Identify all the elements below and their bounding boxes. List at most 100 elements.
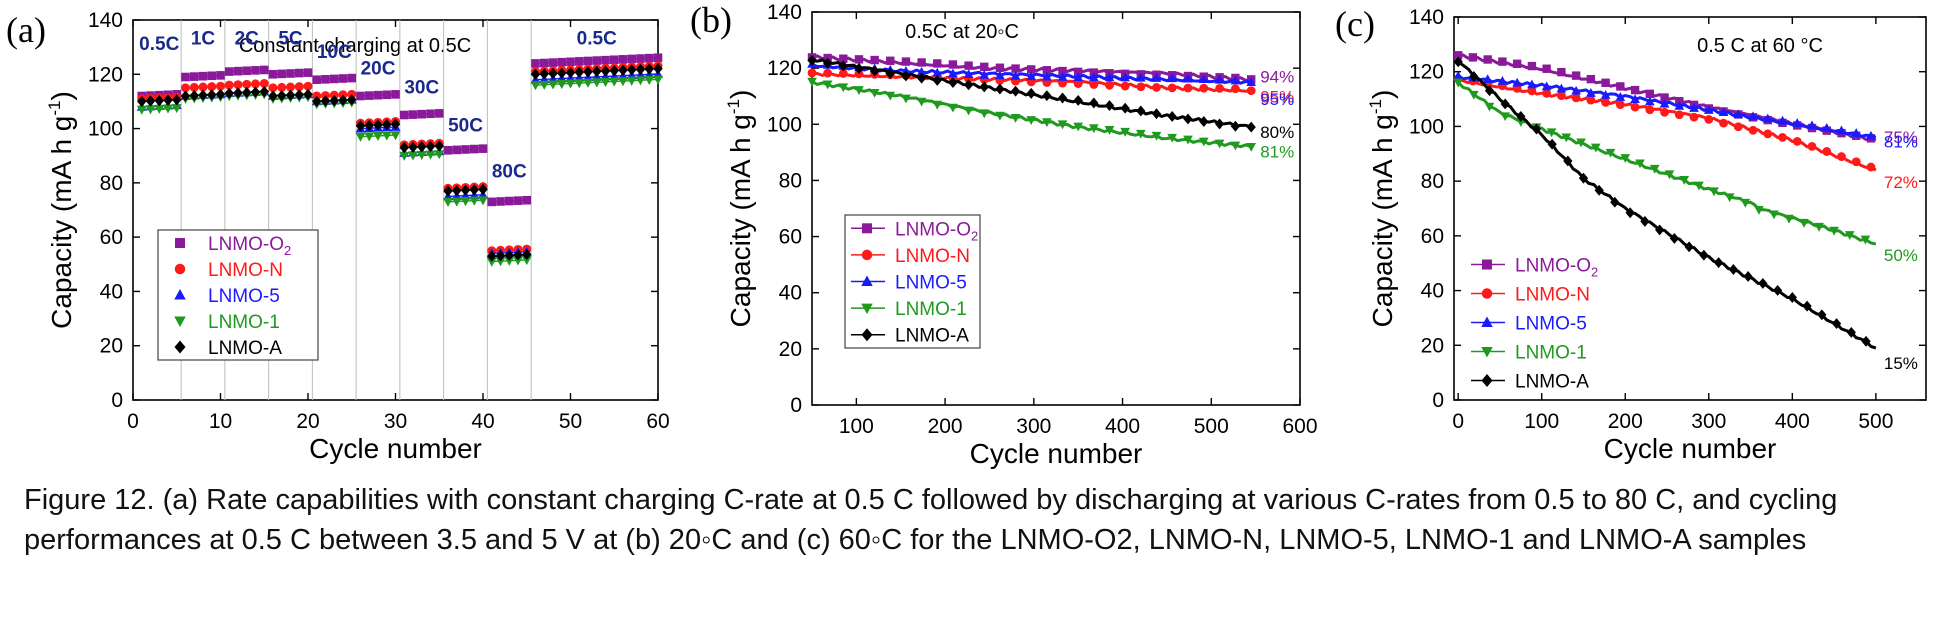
data-point	[242, 66, 252, 76]
end-percentage-label: 81%	[1260, 143, 1294, 162]
data-point	[1754, 205, 1764, 215]
x-tick-label: 300	[1691, 410, 1726, 433]
data-point	[364, 91, 374, 100]
y-tick-label: 120	[1409, 61, 1444, 84]
series-LNMO-A	[807, 54, 1256, 133]
x-tick-label: 10	[209, 410, 232, 433]
data-point	[1829, 226, 1839, 236]
data-point	[1183, 135, 1193, 145]
data-point	[434, 150, 445, 160]
data-point	[417, 141, 427, 153]
data-point	[460, 184, 471, 196]
data-point	[901, 94, 911, 104]
data-point	[1026, 116, 1037, 125]
data-point	[870, 55, 879, 65]
end-percentage-label: 95%	[1260, 88, 1294, 107]
y-tick-label: 140	[767, 1, 802, 24]
legend-label-sub: 2	[971, 228, 978, 243]
data-point	[259, 86, 269, 98]
chart-title: 0.5C at 20◦C	[905, 21, 1019, 43]
data-point	[382, 90, 392, 100]
data-point	[916, 72, 927, 84]
data-point	[1802, 300, 1812, 312]
data-point	[870, 65, 880, 77]
data-point	[1733, 109, 1744, 119]
data-point	[294, 89, 304, 101]
data-point	[285, 82, 296, 92]
rate-label: 80C	[492, 161, 527, 182]
data-point	[627, 54, 637, 64]
data-point	[145, 105, 156, 115]
data-point	[259, 65, 269, 75]
data-point	[1844, 231, 1855, 240]
legend-label-main: LNMO-O	[1515, 256, 1591, 277]
data-point	[1214, 139, 1225, 149]
data-point	[189, 90, 199, 102]
series-LNMO-1	[807, 77, 1257, 152]
legend-label: LNMO-A	[895, 326, 969, 347]
data-point	[1542, 64, 1551, 73]
data-point	[1635, 159, 1645, 169]
data-point	[1089, 72, 1099, 82]
data-point	[1714, 257, 1724, 269]
data-point	[233, 80, 243, 90]
data-point	[807, 77, 817, 87]
data-point	[1762, 113, 1773, 123]
data-point	[1748, 125, 1758, 135]
data-point	[250, 79, 261, 89]
data-point	[320, 95, 331, 107]
data-point	[250, 86, 261, 98]
data-point	[823, 57, 833, 69]
data-point	[565, 67, 576, 79]
data-point	[948, 68, 958, 78]
data-point	[838, 60, 848, 72]
data-point	[1483, 55, 1492, 64]
data-point	[1058, 66, 1067, 76]
panel-letter: (b)	[690, 0, 732, 40]
data-point	[1851, 128, 1862, 137]
data-point	[1807, 141, 1817, 151]
data-point	[1073, 79, 1083, 88]
data-point	[1469, 71, 1479, 82]
data-point	[1704, 115, 1714, 124]
data-point	[496, 197, 505, 206]
data-point	[1183, 73, 1193, 83]
data-point	[1512, 77, 1522, 87]
data-point	[1601, 78, 1610, 87]
data-point	[233, 87, 243, 99]
data-point	[565, 79, 576, 89]
y-tick-label: 80	[1421, 170, 1444, 193]
data-point	[886, 56, 895, 65]
rate-label: 0.5C	[577, 28, 617, 49]
data-point	[995, 111, 1005, 121]
data-point	[1497, 75, 1508, 85]
data-point	[408, 151, 418, 161]
data-point	[215, 88, 226, 100]
rate-label: 5C	[278, 28, 303, 49]
data-point	[495, 250, 506, 262]
data-point	[1594, 184, 1604, 196]
data-point	[198, 89, 208, 101]
data-point	[557, 67, 567, 79]
legend-marker	[1481, 288, 1493, 299]
data-point	[171, 104, 182, 114]
data-point	[189, 82, 199, 92]
data-point	[1630, 94, 1640, 104]
data-point	[1655, 224, 1665, 236]
data-point	[487, 197, 497, 207]
legend-label-main: LNMO-A	[1515, 372, 1589, 393]
data-point	[154, 104, 165, 114]
data-point	[521, 256, 532, 266]
data-point	[1135, 72, 1146, 82]
data-point	[1831, 318, 1842, 330]
data-point	[1516, 110, 1526, 122]
data-point	[364, 119, 374, 132]
x-tick-label: 300	[1016, 415, 1051, 438]
data-point	[242, 79, 252, 89]
data-point	[1616, 82, 1625, 91]
y-tick-label: 60	[779, 226, 802, 249]
legend-label: LNMO-N	[895, 246, 970, 267]
legend-label: LNMO-A	[208, 338, 282, 359]
data-point	[198, 71, 208, 81]
data-point	[1246, 86, 1256, 96]
